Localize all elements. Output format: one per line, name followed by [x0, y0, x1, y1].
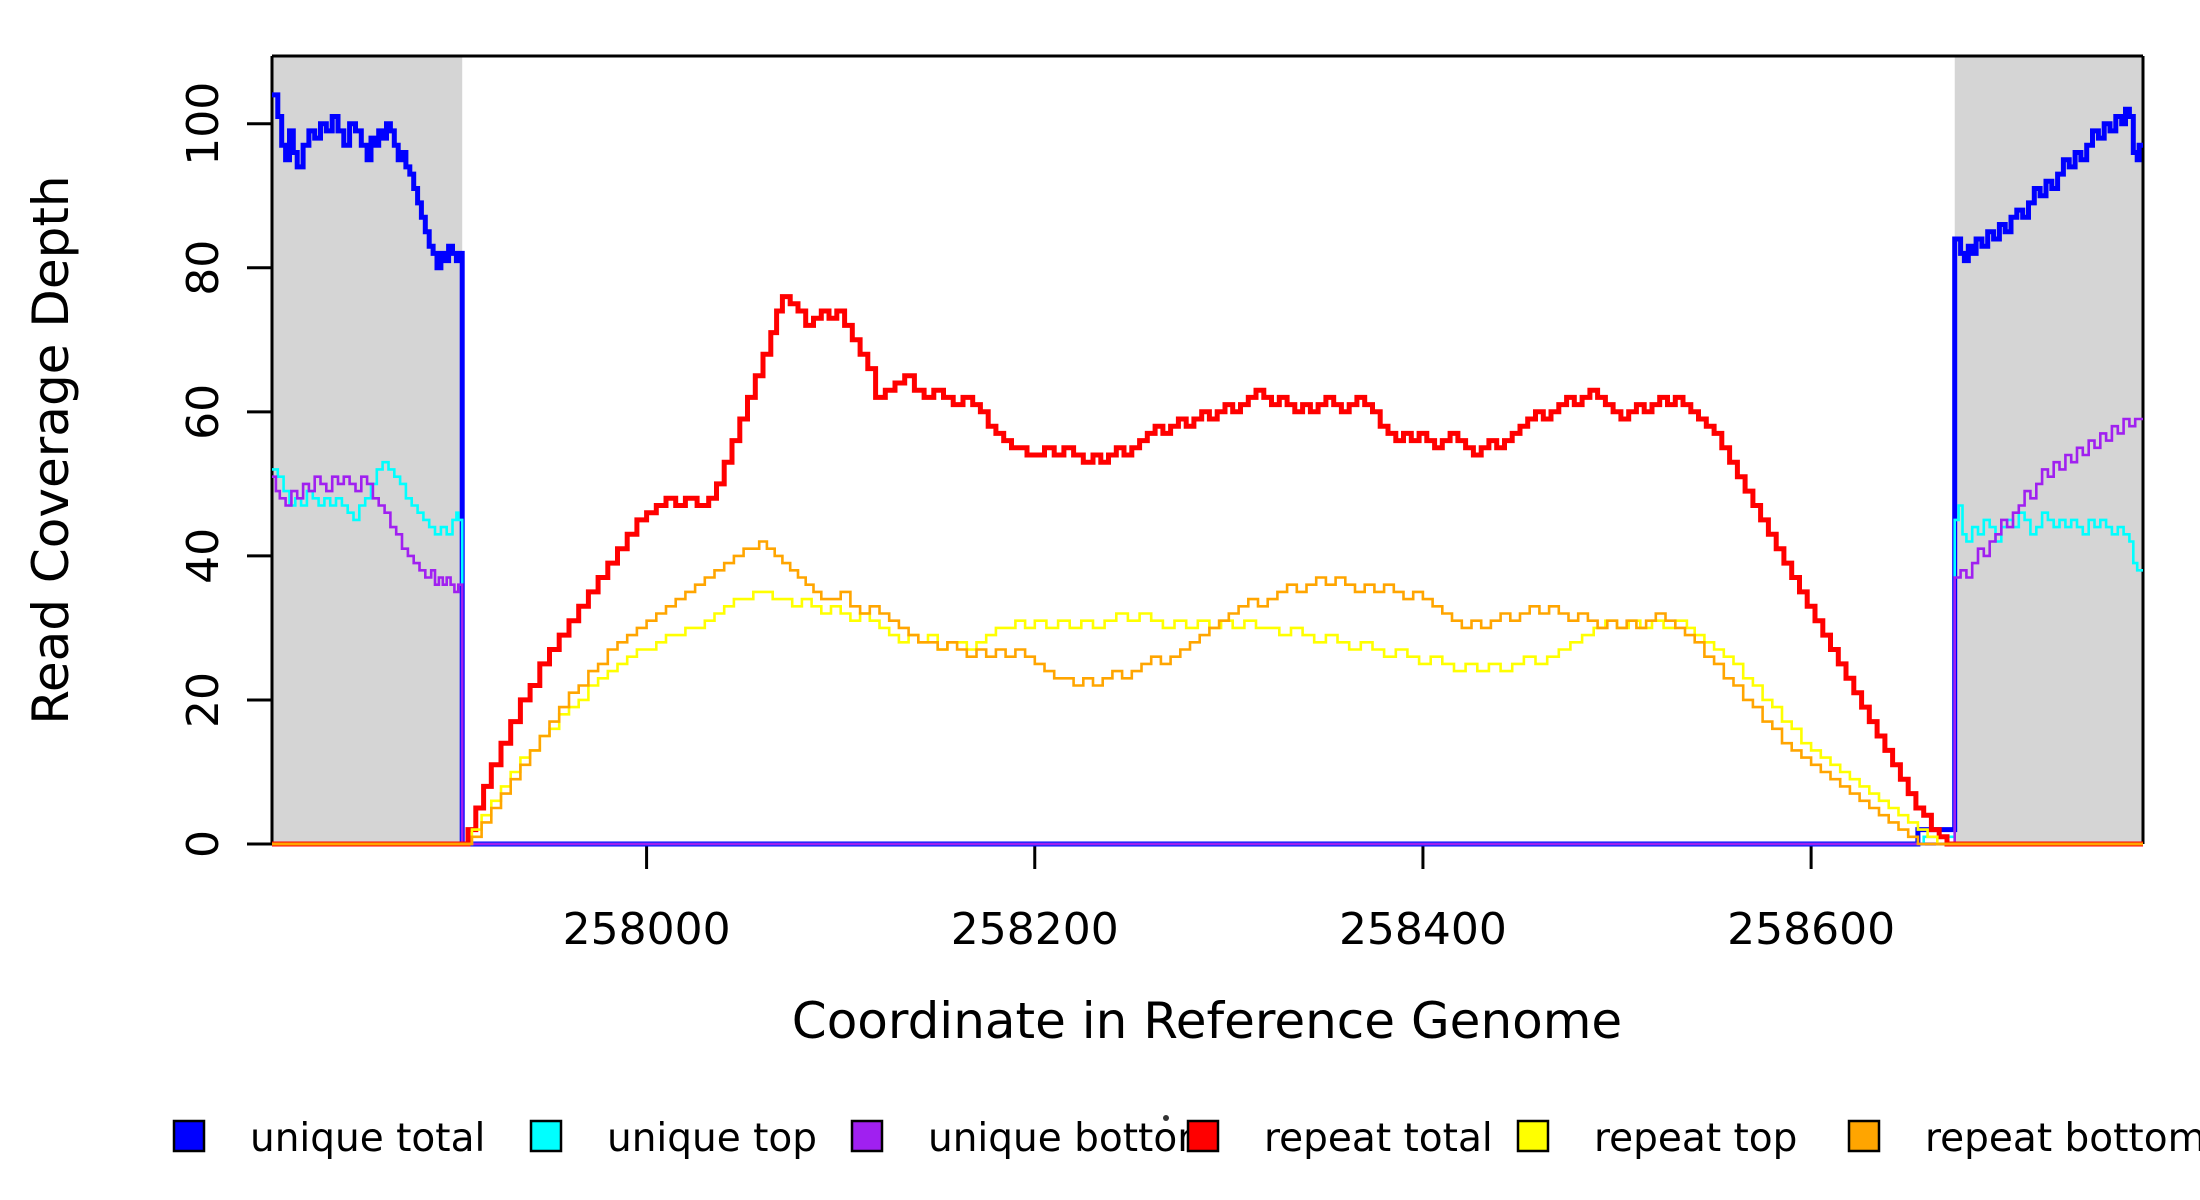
- series-unique-bottom: [272, 417, 2143, 846]
- x-tick-label: 258200: [951, 904, 1119, 955]
- series-unique-top: [272, 460, 2143, 846]
- series-lines: [272, 92, 2143, 847]
- y-tick-label: 100: [178, 82, 229, 166]
- y-axis-title: Read Coverage Depth: [22, 175, 80, 724]
- y-tick-label: 80: [178, 240, 229, 296]
- legend-swatch-unique-total: [172, 1119, 206, 1153]
- legend-stray-dot: [1163, 1115, 1169, 1121]
- legend-swatch-unique-bottom: [850, 1119, 884, 1153]
- shaded-regions: [272, 56, 2143, 844]
- x-tick-label: 258000: [563, 904, 731, 955]
- series-repeat-top: [272, 590, 2143, 846]
- legend-swatch-unique-top: [529, 1119, 563, 1153]
- shaded-region: [1954, 56, 2143, 844]
- series-repeat-total: [272, 294, 2143, 847]
- legend-label-repeat-bottom: repeat bottom: [1925, 1116, 2200, 1161]
- y-tick-label: 40: [178, 528, 229, 584]
- legend-label-unique-top: unique top: [607, 1116, 817, 1161]
- axis-ticks: 258000 258200 258400 258600 0 20 40 60 80 100: [178, 82, 1895, 955]
- legend-label-unique-bottom: unique bottom: [928, 1116, 1215, 1161]
- legend-swatch-repeat-top: [1516, 1119, 1550, 1153]
- y-tick-label: 20: [178, 672, 229, 728]
- series-repeat-bottom: [272, 540, 2143, 846]
- y-tick-label: 0: [178, 830, 229, 858]
- plot-box: [270, 54, 2145, 846]
- legend-swatch-repeat-bottom: [1847, 1119, 1881, 1153]
- y-tick-label: 60: [178, 384, 229, 440]
- x-axis-title: Coordinate in Reference Genome: [792, 992, 1622, 1050]
- series-unique-total: [272, 92, 2143, 847]
- legend: unique total unique top unique bottom repea…: [172, 1115, 2200, 1161]
- legend-swatch-repeat-total: [1186, 1119, 1220, 1153]
- x-tick-label: 258600: [1727, 904, 1895, 955]
- x-tick-label: 258400: [1339, 904, 1507, 955]
- legend-label-unique-total: unique total: [250, 1116, 485, 1161]
- legend-label-repeat-total: repeat total: [1264, 1116, 1493, 1161]
- shaded-region: [272, 56, 463, 844]
- legend-label-repeat-top: repeat top: [1594, 1116, 1797, 1161]
